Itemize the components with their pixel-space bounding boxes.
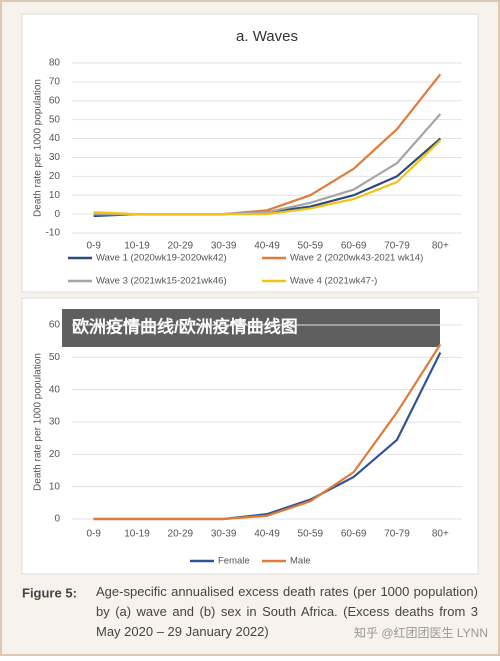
x-tick-label: 60-69: [341, 529, 367, 540]
y-tick-label: 70: [49, 77, 61, 88]
x-tick-label: 80+: [432, 241, 449, 252]
legend-label: Female: [218, 556, 250, 567]
legend-label: Wave 1 (2020wk19-2020wk42): [96, 253, 227, 264]
y-tick-label: 80: [49, 58, 61, 69]
series-line: [93, 343, 442, 521]
y-axis-label: Death rate per 1000 population: [33, 353, 44, 491]
banner-bg: [62, 309, 440, 347]
y-tick-label: -10: [46, 228, 61, 239]
x-tick-label: 50-59: [298, 241, 324, 252]
y-tick-label: 60: [49, 320, 61, 331]
x-tick-label: 40-49: [254, 529, 280, 540]
caption-label: Figure 5:: [22, 585, 77, 600]
panel-a: [21, 13, 479, 293]
banner: 欧洲疫情曲线/欧洲疫情曲线图: [72, 316, 298, 336]
x-tick-label: 70-79: [384, 241, 410, 252]
x-tick-label: 30-39: [211, 241, 237, 252]
legend-label: Male: [290, 556, 311, 567]
y-tick-label: 0: [54, 209, 60, 220]
x-tick-label: 20-29: [168, 529, 194, 540]
y-tick-label: 0: [54, 514, 60, 525]
caption-box: Age-specific annualised excess death rat…: [96, 584, 478, 639]
y-tick-label: 20: [49, 449, 61, 460]
legend-label: Wave 2 (2020wk43-2021 wk14): [290, 253, 423, 264]
legend-label: Wave 4 (2021wk47-): [290, 276, 377, 287]
x-tick-label: 30-39: [211, 529, 237, 540]
y-tick-label: 50: [49, 352, 61, 363]
y-tick-label: 10: [49, 481, 61, 492]
series-line: [93, 139, 442, 216]
x-tick-label: 60-69: [341, 241, 367, 252]
y-tick-label: 30: [49, 417, 61, 428]
x-tick-label: 10-19: [124, 529, 150, 540]
x-tick-label: 50-59: [298, 529, 324, 540]
watermark: 知乎 @红团团医生 LYNN: [354, 625, 488, 640]
y-axis-label: Death rate per 1000 population: [33, 79, 44, 217]
y-tick-label: 60: [49, 95, 61, 106]
caption: Age-specific annualised excess death rat…: [96, 584, 478, 639]
y-tick-label: 50: [49, 114, 61, 125]
x-tick-label: 80+: [432, 529, 449, 540]
y-tick-label: 30: [49, 152, 61, 163]
y-tick-label: 40: [49, 384, 61, 395]
x-tick-label: 70-79: [384, 529, 410, 540]
y-tick-label: 40: [49, 133, 61, 144]
x-tick-label: 20-29: [168, 241, 194, 252]
x-tick-label: 0-9: [86, 529, 101, 540]
chart-title: a. Waves: [236, 28, 298, 45]
x-tick-label: 10-19: [124, 241, 150, 252]
legend-label: Wave 3 (2021wk15-2021wk46): [96, 276, 227, 287]
y-tick-label: 10: [49, 190, 61, 201]
y-tick-label: 20: [49, 171, 61, 182]
x-tick-label: 0-9: [86, 241, 101, 252]
x-tick-label: 40-49: [254, 241, 280, 252]
